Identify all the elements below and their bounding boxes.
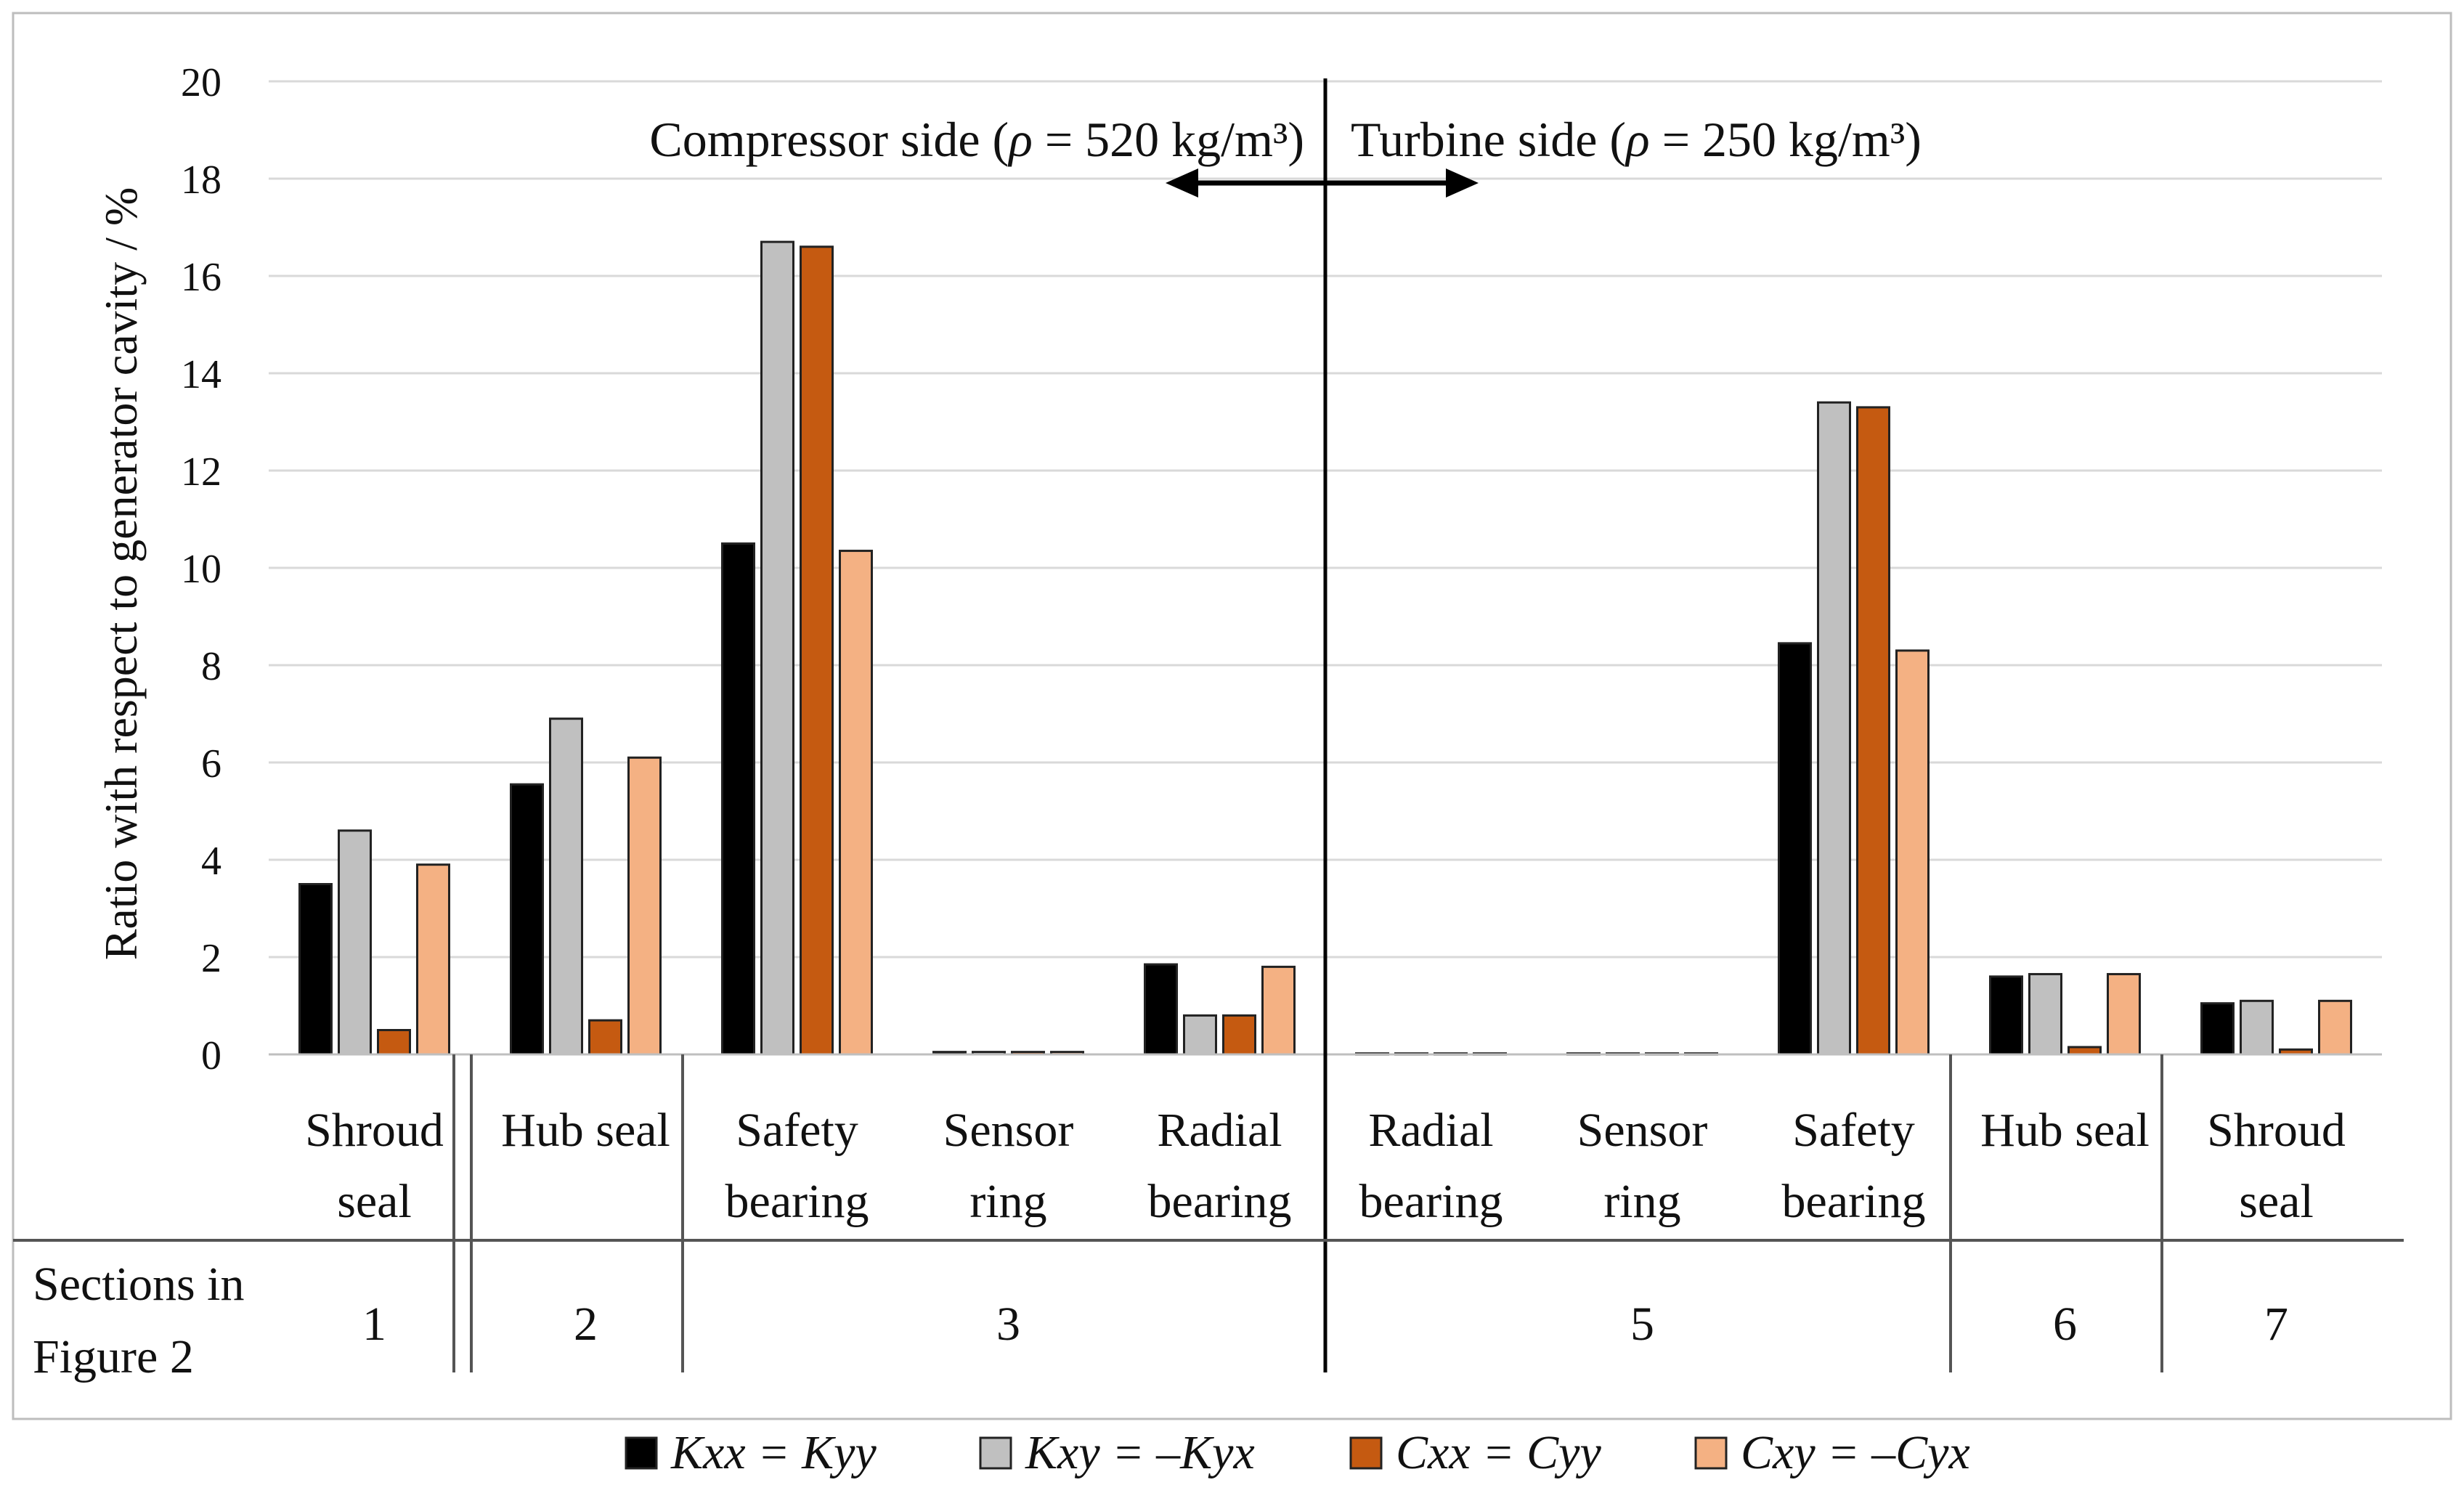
legend-swatch — [625, 1436, 658, 1470]
bar — [2107, 972, 2141, 1056]
y-tick-label: 18 — [181, 158, 221, 203]
section-row-label: Sections in — [33, 1258, 245, 1311]
y-tick-label: 12 — [181, 449, 221, 495]
chart-frame — [12, 12, 2452, 1420]
y-tick-labels: 0 2 4 6 8 10 12 14 16 18 20 — [181, 60, 221, 1078]
bar — [839, 550, 873, 1056]
category-label: bearing — [1148, 1175, 1292, 1228]
y-tick-label: 8 — [201, 644, 221, 689]
axes — [269, 78, 2382, 1372]
legend: Kxx = Kyy Kxy = –Kyx Cxx = Cyy Cxy = –Cyx — [625, 1426, 1970, 1479]
bar — [377, 1029, 411, 1056]
bar — [416, 863, 450, 1056]
turbine-side-suffix: = 250 kg/m³) — [1650, 112, 1922, 167]
bar — [1817, 401, 1851, 1056]
y-tick-label: 2 — [201, 936, 221, 981]
compressor-side-suffix: = 520 kg/m³) — [1033, 112, 1304, 167]
bar — [2028, 972, 2062, 1056]
section-number: 3 — [996, 1298, 1020, 1351]
category-label: bearing — [1782, 1175, 1926, 1228]
category-label: ring — [1603, 1175, 1680, 1228]
bar — [1895, 649, 1930, 1056]
bar — [588, 1019, 622, 1056]
bar — [2067, 1046, 2102, 1056]
y-tick-label: 10 — [181, 547, 221, 592]
bar — [721, 542, 755, 1056]
category-label: Radial — [1157, 1104, 1282, 1157]
section-number: 6 — [2053, 1298, 2077, 1351]
bar — [800, 245, 834, 1056]
category-label: Safety — [1792, 1104, 1915, 1157]
section-row: Sections in Figure 2 1 2 3 5 6 7 — [13, 1054, 2404, 1383]
category-label: ring — [969, 1175, 1046, 1228]
section-number: 2 — [574, 1298, 598, 1351]
bar — [1144, 963, 1178, 1056]
y-axis-label: Ratio with respect to generator cavity /… — [95, 187, 147, 961]
category-label: bearing — [1359, 1175, 1503, 1228]
category-label: bearing — [725, 1175, 869, 1228]
y-tick-label: 20 — [181, 60, 221, 105]
bar — [298, 883, 333, 1056]
category-labels: Shroud seal Hub seal Safety bearing Sensor rin… — [305, 1104, 2346, 1228]
compressor-side-prefix: Compressor side ( — [649, 112, 1009, 167]
turbine-side-annotation: Turbine side (ρ = 250 kg/m³) — [1351, 112, 1922, 167]
bar — [1183, 1014, 1217, 1056]
section-number: 7 — [2264, 1298, 2288, 1351]
bar — [2200, 1002, 2235, 1056]
legend-label: Kxy = –Kyx — [1025, 1426, 1255, 1479]
category-label: seal — [337, 1175, 412, 1228]
bar — [1222, 1014, 1256, 1056]
section-number: 1 — [362, 1298, 386, 1351]
bar — [549, 717, 583, 1056]
legend-swatch — [1349, 1436, 1383, 1470]
category-label: Hub seal — [1980, 1104, 2150, 1157]
bar — [1989, 975, 2023, 1056]
bar — [627, 756, 662, 1056]
legend-swatch — [1694, 1436, 1728, 1470]
bar — [338, 829, 372, 1056]
category-label: Radial — [1368, 1104, 1493, 1157]
legend-label: Cxy = –Cyx — [1741, 1426, 1970, 1479]
bar — [1856, 406, 1890, 1056]
bar — [760, 240, 794, 1056]
bar — [2318, 999, 2352, 1056]
y-tick-label: 6 — [201, 741, 221, 786]
double-arrow — [1166, 168, 1479, 198]
y-tick-label: 0 — [201, 1033, 221, 1078]
legend-label: Cxx = Cyy — [1396, 1426, 1601, 1479]
legend-swatch — [979, 1436, 1012, 1470]
bar — [2240, 999, 2274, 1056]
category-label: seal — [2239, 1175, 2314, 1228]
turbine-side-rho: ρ — [1625, 112, 1650, 167]
category-label: Safety — [736, 1104, 858, 1157]
y-tick-label: 4 — [201, 839, 221, 884]
category-label: Sensor — [943, 1104, 1074, 1157]
section-number: 5 — [1630, 1298, 1654, 1351]
turbine-side-prefix: Turbine side ( — [1351, 112, 1626, 167]
category-label: Shroud — [305, 1104, 444, 1157]
category-label: Shroud — [2207, 1104, 2346, 1157]
bar — [1778, 642, 1812, 1056]
bar — [510, 783, 544, 1056]
bar — [1261, 965, 1296, 1056]
y-tick-label: 14 — [181, 352, 221, 397]
category-label: Hub seal — [501, 1104, 670, 1157]
category-label: Sensor — [1577, 1104, 1708, 1157]
legend-label: Kxx = Kyy — [670, 1426, 877, 1479]
y-tick-label: 16 — [181, 255, 221, 300]
compressor-side-annotation: Compressor side (ρ = 520 kg/m³) — [649, 112, 1304, 167]
section-row-label: Figure 2 — [33, 1330, 194, 1383]
compressor-side-rho: ρ — [1007, 112, 1033, 167]
